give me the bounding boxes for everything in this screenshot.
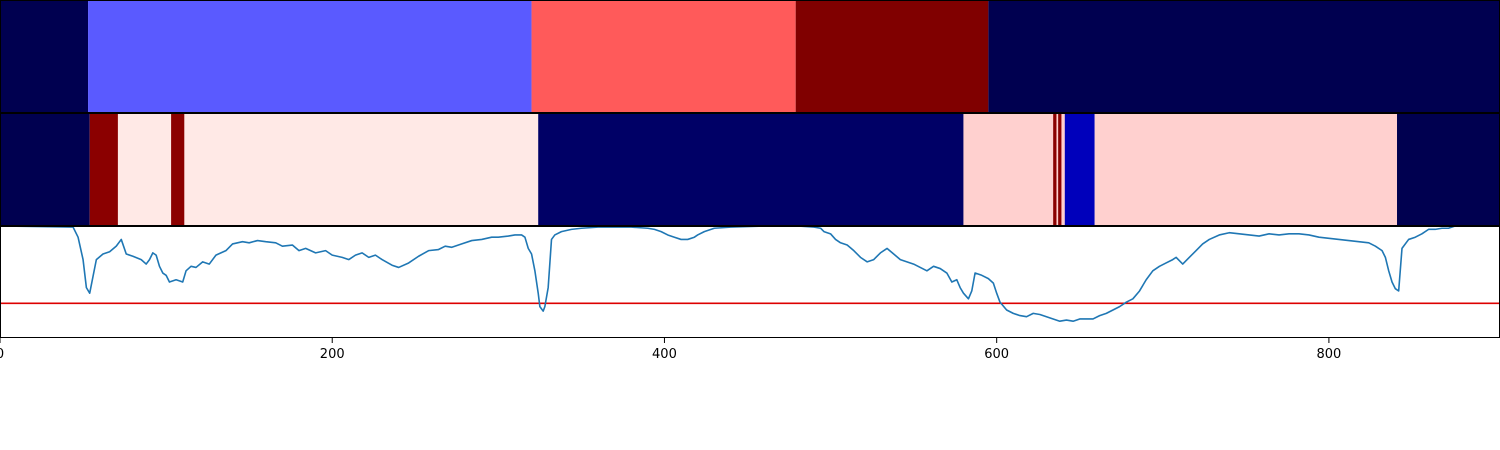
heatmap-segment-middle-6: [963, 113, 1054, 226]
heatmap-segment-middle-4: [184, 113, 539, 226]
line-panel-background: [0, 226, 1500, 338]
heatmap-segment-top-3: [795, 0, 989, 113]
heatmap-segment-top-1: [88, 0, 532, 113]
heatmap-segment-middle-12: [1094, 113, 1398, 226]
line-panel: 0 200 400 600 800: [0, 226, 1500, 362]
heatmap-segment-middle-5: [538, 113, 964, 226]
heatmap-segments-top: [0, 0, 1500, 113]
heatmap-segment-middle-11: [1064, 113, 1095, 226]
heatmap-panel-top: [0, 0, 1500, 113]
x-tick-label-600: 600: [984, 347, 1009, 362]
x-axis: 0 200 400 600 800: [0, 338, 1341, 362]
x-tick-label-200: 200: [320, 347, 345, 362]
heatmap-segment-middle-10: [1061, 113, 1065, 226]
heatmap-segment-middle-13: [1397, 113, 1500, 226]
heatmap-segment-top-4: [988, 0, 1500, 113]
heatmap-segment-middle-3: [171, 113, 185, 226]
heatmap-segment-middle-1: [89, 113, 118, 226]
heatmap-segment-middle-0: [0, 113, 90, 226]
heatmap-segment-top-2: [531, 0, 796, 113]
heatmap-segment-middle-2: [117, 113, 172, 226]
x-tick-label-400: 400: [652, 347, 677, 362]
heatmap-segment-middle-7: [1053, 113, 1057, 226]
heatmap-segment-top-0: [0, 0, 89, 113]
heatmap-segment-middle-9: [1058, 113, 1062, 226]
heatmap-segment-middle-8: [1056, 113, 1059, 226]
heatmap-segments-middle: [0, 113, 1500, 226]
heatmap-panel-middle: [0, 113, 1500, 226]
data-line: [0, 226, 1456, 322]
x-tick-label-0: 0: [0, 347, 4, 362]
x-tick-label-800: 800: [1316, 347, 1341, 362]
